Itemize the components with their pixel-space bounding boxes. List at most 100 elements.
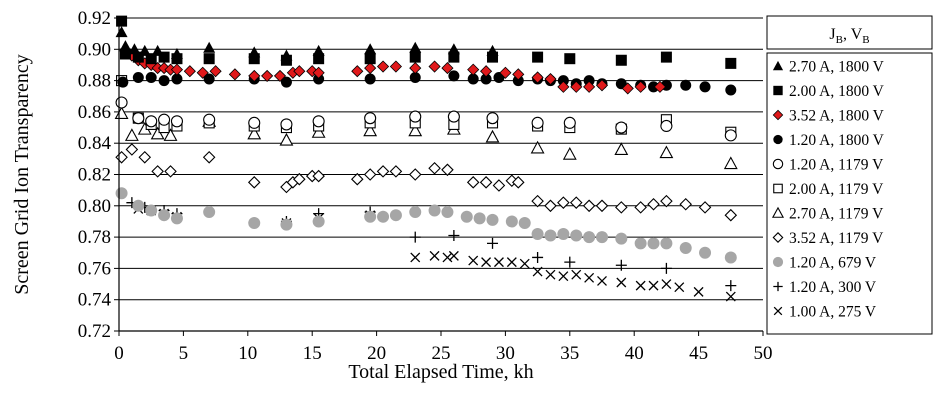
data-point <box>280 118 293 131</box>
data-point <box>364 62 377 75</box>
legend-entry: 2.70 A, 1179 V <box>771 206 884 223</box>
data-point <box>570 229 583 242</box>
data-point <box>725 57 737 69</box>
data-point <box>614 142 629 156</box>
data-point <box>376 165 390 178</box>
data-points <box>114 15 738 302</box>
data-point <box>596 231 608 244</box>
data-point <box>698 201 712 214</box>
data-point <box>273 69 287 82</box>
data-point <box>480 65 493 78</box>
data-point <box>448 51 460 63</box>
data-point <box>653 80 667 93</box>
data-point <box>557 196 570 209</box>
data-point <box>351 65 364 78</box>
data-point <box>293 172 306 186</box>
data-point <box>202 151 216 164</box>
gridlines <box>119 17 763 332</box>
data-point <box>428 161 441 175</box>
data-point <box>635 280 646 291</box>
data-point <box>145 115 158 128</box>
data-point <box>114 106 129 120</box>
data-point <box>312 115 325 128</box>
data-point <box>170 115 184 128</box>
legend-box <box>766 52 933 335</box>
data-point <box>441 206 454 219</box>
data-point <box>261 69 274 82</box>
data-point <box>724 129 737 142</box>
data-point <box>312 44 325 56</box>
data-point <box>699 246 712 259</box>
data-point <box>634 80 647 93</box>
legend-entry: 1.00 A, 275 V <box>773 304 877 321</box>
data-point <box>145 71 157 83</box>
data-point <box>280 49 293 61</box>
data-point <box>615 201 628 214</box>
data-point <box>248 217 261 230</box>
data-point <box>595 199 609 213</box>
y-tick-label: 0.88 <box>78 71 111 92</box>
data-point <box>519 258 530 269</box>
data-point <box>389 60 402 73</box>
data-point <box>410 252 421 263</box>
legend-marker <box>772 60 784 71</box>
data-point <box>151 44 164 56</box>
data-point <box>660 119 673 133</box>
data-point <box>447 43 460 55</box>
data-point <box>647 237 660 250</box>
data-point <box>409 110 422 123</box>
data-point <box>571 269 582 280</box>
data-point <box>171 73 183 85</box>
legend-entry: 3.52 A, 1179 V <box>772 230 884 247</box>
data-point <box>486 213 499 226</box>
y-tick-label: 0.90 <box>78 39 111 60</box>
data-point <box>674 282 685 293</box>
legend-entry: 2.00 A, 1179 V <box>773 181 884 198</box>
legend-label: 3.52 A, 1179 V <box>789 230 884 247</box>
x-tick-label: 50 <box>754 343 773 364</box>
legend-label: 2.00 A, 1800 V <box>789 83 885 100</box>
data-point <box>248 116 261 129</box>
data-point <box>132 112 145 125</box>
data-point <box>467 63 480 76</box>
data-point <box>119 40 132 52</box>
data-point <box>145 204 158 217</box>
data-point <box>138 151 152 164</box>
y-tick-label: 0.92 <box>78 8 111 29</box>
data-point <box>429 250 440 261</box>
data-point <box>506 257 517 268</box>
legend-entry: 2.00 A, 1800 V <box>773 83 885 100</box>
data-point <box>660 51 672 63</box>
legend-marker <box>773 85 783 96</box>
data-point <box>448 250 459 261</box>
data-point <box>530 140 545 154</box>
data-point <box>158 113 171 126</box>
data-point <box>280 218 293 231</box>
data-point <box>660 237 673 250</box>
series-1 <box>115 26 499 61</box>
data-point <box>615 121 628 134</box>
series-9 <box>115 187 737 264</box>
data-point <box>564 53 576 65</box>
data-point <box>505 215 518 228</box>
axes: 0.72 0.74 0.76 0.78 0.80 0.82 0.84 0.86 0.88 0.90… <box>78 8 773 364</box>
data-point <box>376 60 390 73</box>
legend-entry: 2.70 A, 1800 V <box>772 59 885 76</box>
legend-label: 2.70 A, 1179 V <box>789 206 884 223</box>
data-point <box>313 53 325 65</box>
x-tick-label: 15 <box>303 343 322 364</box>
data-point <box>492 179 506 192</box>
x-tick-label: 20 <box>367 343 386 364</box>
legend-label: 2.00 A, 1179 V <box>789 181 884 198</box>
data-point <box>132 199 145 212</box>
data-point <box>564 256 576 268</box>
legend-title-sep: , V <box>843 26 863 43</box>
data-point <box>312 169 325 183</box>
data-point <box>409 51 421 63</box>
data-point <box>115 96 128 109</box>
data-point <box>531 194 544 208</box>
x-tick-label: 35 <box>560 343 579 364</box>
legend-marker <box>771 206 785 218</box>
data-point <box>364 210 377 223</box>
series-4 <box>117 70 737 96</box>
